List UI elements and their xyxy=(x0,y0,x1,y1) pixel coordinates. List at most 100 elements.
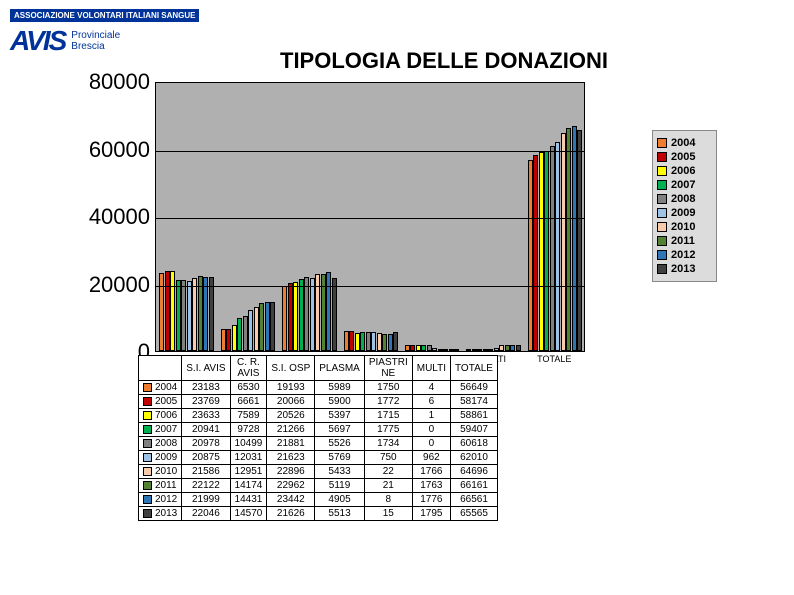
bar xyxy=(438,349,443,351)
legend-item: 2012 xyxy=(657,249,712,261)
bar xyxy=(259,303,264,351)
bar xyxy=(170,271,175,351)
table-cell: 21266 xyxy=(267,423,315,437)
bar xyxy=(388,334,393,351)
table-cell: 60618 xyxy=(451,437,498,451)
bar xyxy=(181,280,186,351)
table-row: 20072094197282126656971775059407 xyxy=(139,423,498,437)
table-cell: 66161 xyxy=(451,479,498,493)
legend-item: 2013 xyxy=(657,263,712,275)
bar xyxy=(270,302,275,351)
bar xyxy=(159,273,164,351)
table-cell: 12031 xyxy=(230,451,267,465)
logo-subtitle: ProvincialeBrescia xyxy=(71,30,120,52)
table-row-label: 2013 xyxy=(139,507,182,521)
bar xyxy=(355,333,360,351)
legend-swatch xyxy=(657,236,667,246)
logo-banner: ASSOCIAZIONE VOLONTARI ITALIANI SANGUE xyxy=(10,9,199,22)
table-row: 200820978104992188155261734060618 xyxy=(139,437,498,451)
y-tick-label: 60000 xyxy=(70,137,150,163)
bar xyxy=(226,329,231,351)
legend-swatch xyxy=(657,250,667,260)
table-row: 201221999144312344249058177666561 xyxy=(139,493,498,507)
bar xyxy=(416,345,421,351)
bar xyxy=(221,329,226,351)
table-header-row: S.I. AVISC. R.AVISS.I. OSPPLASMAPIASTRIN… xyxy=(139,356,498,381)
table-col-header: S.I. AVIS xyxy=(182,356,230,381)
table-cell: 19193 xyxy=(267,381,315,395)
table-cell: 10499 xyxy=(230,437,267,451)
table-cell: 5526 xyxy=(315,437,365,451)
table-col-header: PIASTRINE xyxy=(364,356,412,381)
bar xyxy=(382,334,387,351)
bar xyxy=(510,345,515,351)
bar xyxy=(366,332,371,351)
bar-group xyxy=(528,126,583,351)
bar-group xyxy=(221,302,276,351)
y-axis: 020000400006000080000 xyxy=(70,82,150,372)
legend-swatch xyxy=(657,264,667,274)
y-tick-label: 40000 xyxy=(70,204,150,230)
bar xyxy=(299,279,304,351)
bar xyxy=(377,333,382,351)
legend-swatch xyxy=(657,208,667,218)
table-cell: 21623 xyxy=(267,451,315,465)
table-cell: 9728 xyxy=(230,423,267,437)
table-cell: 1763 xyxy=(412,479,450,493)
table-col-header: PLASMA xyxy=(315,356,365,381)
table-cell: 21881 xyxy=(267,437,315,451)
bars-layer xyxy=(156,83,584,351)
bar xyxy=(499,345,504,351)
table-cell: 962 xyxy=(412,451,450,465)
bar xyxy=(332,278,337,351)
table-row: 20052376966612006659001772658174 xyxy=(139,395,498,409)
table-row-label: 2005 xyxy=(139,395,182,409)
bar xyxy=(326,272,331,351)
bar xyxy=(265,302,270,351)
table-cell: 15 xyxy=(364,507,412,521)
bar xyxy=(187,281,192,351)
table-cell: 23183 xyxy=(182,381,230,395)
bar xyxy=(432,348,437,351)
bar xyxy=(405,345,410,351)
legend-item: 2006 xyxy=(657,165,712,177)
bar-group xyxy=(405,345,460,351)
legend-item: 2008 xyxy=(657,193,712,205)
bar xyxy=(176,280,181,351)
table-cell: 62010 xyxy=(451,451,498,465)
bar xyxy=(477,349,482,351)
bar xyxy=(472,349,477,351)
table-cell: 1776 xyxy=(412,493,450,507)
table-cell: 5513 xyxy=(315,507,365,521)
bar xyxy=(488,349,493,351)
legend-swatch xyxy=(657,180,667,190)
table-cell: 64696 xyxy=(451,465,498,479)
table-cell: 20941 xyxy=(182,423,230,437)
table-cell: 1766 xyxy=(412,465,450,479)
legend-swatch xyxy=(657,222,667,232)
bar xyxy=(539,152,544,351)
bar xyxy=(192,278,197,351)
bar xyxy=(243,316,248,351)
table-cell: 66561 xyxy=(451,493,498,507)
table-cell: 4 xyxy=(412,381,450,395)
table-cell: 1 xyxy=(412,409,450,423)
legend-label: 2006 xyxy=(671,165,695,177)
table-cell: 12951 xyxy=(230,465,267,479)
chart-title: TIPOLOGIA DELLE DONAZIONI xyxy=(280,48,608,74)
bar xyxy=(288,283,293,351)
table-cell: 20066 xyxy=(267,395,315,409)
legend-swatch xyxy=(657,152,667,162)
table-cell: 0 xyxy=(412,437,450,451)
bar-group xyxy=(159,271,214,351)
legend-label: 2008 xyxy=(671,193,695,205)
table-cell: 58174 xyxy=(451,395,498,409)
table-col-header: TOTALE xyxy=(451,356,498,381)
table-cell: 56649 xyxy=(451,381,498,395)
bar xyxy=(421,345,426,351)
bar xyxy=(209,277,214,351)
table-row: 20042318365301919359891750456649 xyxy=(139,381,498,395)
bar xyxy=(544,151,549,351)
bar xyxy=(203,277,208,351)
table-cell: 58861 xyxy=(451,409,498,423)
